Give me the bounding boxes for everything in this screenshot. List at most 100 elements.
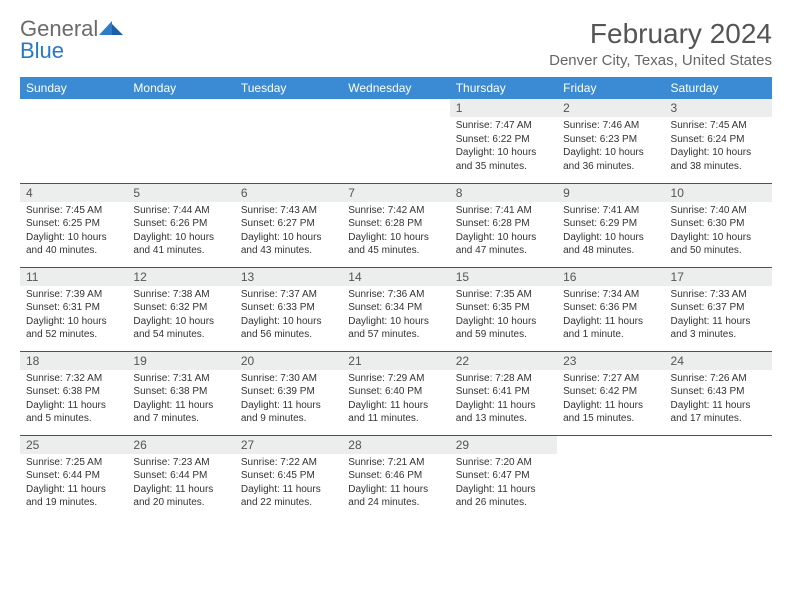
sunset-line: Sunset: 6:35 PM xyxy=(456,301,551,315)
sunrise-line: Sunrise: 7:34 AM xyxy=(563,288,658,302)
day-details: Sunrise: 7:20 AMSunset: 6:47 PMDaylight:… xyxy=(450,454,557,520)
calendar-day-cell: 23Sunrise: 7:27 AMSunset: 6:42 PMDayligh… xyxy=(557,351,664,435)
sunrise-line: Sunrise: 7:45 AM xyxy=(26,204,121,218)
daylight-line: Daylight: 11 hours and 7 minutes. xyxy=(133,399,228,426)
sunset-line: Sunset: 6:27 PM xyxy=(241,217,336,231)
calendar-day-cell: 5Sunrise: 7:44 AMSunset: 6:26 PMDaylight… xyxy=(127,183,234,267)
daylight-line: Daylight: 11 hours and 22 minutes. xyxy=(241,483,336,510)
calendar-day-cell: 12Sunrise: 7:38 AMSunset: 6:32 PMDayligh… xyxy=(127,267,234,351)
sunset-line: Sunset: 6:28 PM xyxy=(348,217,443,231)
calendar-day-cell: 3Sunrise: 7:45 AMSunset: 6:24 PMDaylight… xyxy=(665,99,772,183)
sunrise-line: Sunrise: 7:29 AM xyxy=(348,372,443,386)
day-number: 14 xyxy=(342,268,449,286)
calendar-day-cell: 14Sunrise: 7:36 AMSunset: 6:34 PMDayligh… xyxy=(342,267,449,351)
calendar-day-cell: 11Sunrise: 7:39 AMSunset: 6:31 PMDayligh… xyxy=(20,267,127,351)
calendar-day-cell: 16Sunrise: 7:34 AMSunset: 6:36 PMDayligh… xyxy=(557,267,664,351)
daylight-line: Daylight: 10 hours and 54 minutes. xyxy=(133,315,228,342)
header: General Blue February 2024 Denver City, … xyxy=(20,18,772,69)
sunrise-line: Sunrise: 7:40 AM xyxy=(671,204,766,218)
daylight-line: Daylight: 10 hours and 41 minutes. xyxy=(133,231,228,258)
day-details: Sunrise: 7:41 AMSunset: 6:28 PMDaylight:… xyxy=(450,202,557,267)
calendar-week-row: 4Sunrise: 7:45 AMSunset: 6:25 PMDaylight… xyxy=(20,183,772,267)
sunrise-line: Sunrise: 7:43 AM xyxy=(241,204,336,218)
daylight-line: Daylight: 10 hours and 59 minutes. xyxy=(456,315,551,342)
calendar-day-cell: 17Sunrise: 7:33 AMSunset: 6:37 PMDayligh… xyxy=(665,267,772,351)
calendar-day-cell: 8Sunrise: 7:41 AMSunset: 6:28 PMDaylight… xyxy=(450,183,557,267)
sunset-line: Sunset: 6:38 PM xyxy=(133,385,228,399)
sunset-line: Sunset: 6:28 PM xyxy=(456,217,551,231)
sunset-line: Sunset: 6:41 PM xyxy=(456,385,551,399)
sunrise-line: Sunrise: 7:46 AM xyxy=(563,119,658,133)
daylight-line: Daylight: 10 hours and 38 minutes. xyxy=(671,146,766,173)
day-number: 9 xyxy=(557,184,664,202)
day-number: 22 xyxy=(450,352,557,370)
calendar-week-row: 25Sunrise: 7:25 AMSunset: 6:44 PMDayligh… xyxy=(20,435,772,519)
day-number: 28 xyxy=(342,436,449,454)
calendar-empty-cell xyxy=(20,99,127,183)
day-number: 25 xyxy=(20,436,127,454)
day-details: Sunrise: 7:27 AMSunset: 6:42 PMDaylight:… xyxy=(557,370,664,435)
sunrise-line: Sunrise: 7:45 AM xyxy=(671,119,766,133)
calendar-day-cell: 1Sunrise: 7:47 AMSunset: 6:22 PMDaylight… xyxy=(450,99,557,183)
sunrise-line: Sunrise: 7:27 AM xyxy=(563,372,658,386)
day-details: Sunrise: 7:23 AMSunset: 6:44 PMDaylight:… xyxy=(127,454,234,520)
sunset-line: Sunset: 6:33 PM xyxy=(241,301,336,315)
calendar-day-cell: 4Sunrise: 7:45 AMSunset: 6:25 PMDaylight… xyxy=(20,183,127,267)
sunrise-line: Sunrise: 7:25 AM xyxy=(26,456,121,470)
sunrise-line: Sunrise: 7:26 AM xyxy=(671,372,766,386)
sunrise-line: Sunrise: 7:42 AM xyxy=(348,204,443,218)
calendar-day-cell: 20Sunrise: 7:30 AMSunset: 6:39 PMDayligh… xyxy=(235,351,342,435)
daylight-line: Daylight: 10 hours and 36 minutes. xyxy=(563,146,658,173)
sunset-line: Sunset: 6:43 PM xyxy=(671,385,766,399)
daylight-line: Daylight: 10 hours and 56 minutes. xyxy=(241,315,336,342)
day-header: Wednesday xyxy=(342,77,449,99)
calendar-day-cell: 19Sunrise: 7:31 AMSunset: 6:38 PMDayligh… xyxy=(127,351,234,435)
calendar-day-cell: 26Sunrise: 7:23 AMSunset: 6:44 PMDayligh… xyxy=(127,435,234,519)
sunset-line: Sunset: 6:46 PM xyxy=(348,469,443,483)
location-label: Denver City, Texas, United States xyxy=(549,52,772,69)
calendar-day-cell: 13Sunrise: 7:37 AMSunset: 6:33 PMDayligh… xyxy=(235,267,342,351)
day-details: Sunrise: 7:38 AMSunset: 6:32 PMDaylight:… xyxy=(127,286,234,351)
sunset-line: Sunset: 6:42 PM xyxy=(563,385,658,399)
day-details: Sunrise: 7:33 AMSunset: 6:37 PMDaylight:… xyxy=(665,286,772,351)
day-details: Sunrise: 7:41 AMSunset: 6:29 PMDaylight:… xyxy=(557,202,664,267)
day-details: Sunrise: 7:43 AMSunset: 6:27 PMDaylight:… xyxy=(235,202,342,267)
daylight-line: Daylight: 11 hours and 3 minutes. xyxy=(671,315,766,342)
day-header: Monday xyxy=(127,77,234,99)
daylight-line: Daylight: 10 hours and 50 minutes. xyxy=(671,231,766,258)
day-header: Thursday xyxy=(450,77,557,99)
calendar-day-cell: 27Sunrise: 7:22 AMSunset: 6:45 PMDayligh… xyxy=(235,435,342,519)
logo-word-2: Blue xyxy=(20,38,64,63)
sunset-line: Sunset: 6:38 PM xyxy=(26,385,121,399)
sunrise-line: Sunrise: 7:47 AM xyxy=(456,119,551,133)
sunset-line: Sunset: 6:22 PM xyxy=(456,133,551,147)
sunset-line: Sunset: 6:44 PM xyxy=(26,469,121,483)
day-number: 11 xyxy=(20,268,127,286)
day-details: Sunrise: 7:30 AMSunset: 6:39 PMDaylight:… xyxy=(235,370,342,435)
day-details: Sunrise: 7:42 AMSunset: 6:28 PMDaylight:… xyxy=(342,202,449,267)
calendar-week-row: 1 Sunrise: 7:47 AMSunset: 6:22 PM Daylight… xyxy=(20,99,772,183)
sunrise-line: Sunrise: 7:36 AM xyxy=(348,288,443,302)
sunrise-line: Sunrise: 7:38 AM xyxy=(133,288,228,302)
daylight-line: Daylight: 10 hours and 43 minutes. xyxy=(241,231,336,258)
month-title: February 2024 xyxy=(549,18,772,50)
daylight-line: Daylight: 11 hours and 17 minutes. xyxy=(671,399,766,426)
day-number: 27 xyxy=(235,436,342,454)
daylight-line: Daylight: 11 hours and 1 minute. xyxy=(563,315,658,342)
sunset-line: Sunset: 6:29 PM xyxy=(563,217,658,231)
title-block: February 2024 Denver City, Texas, United… xyxy=(549,18,772,69)
logo-mark-icon xyxy=(98,18,124,36)
sunset-line: Sunset: 6:37 PM xyxy=(671,301,766,315)
day-details: Sunrise: 7:45 AMSunset: 6:25 PMDaylight:… xyxy=(20,202,127,267)
daylight-line: Daylight: 11 hours and 11 minutes. xyxy=(348,399,443,426)
day-header: Tuesday xyxy=(235,77,342,99)
daylight-line: Daylight: 10 hours and 40 minutes. xyxy=(26,231,121,258)
day-number: 7 xyxy=(342,184,449,202)
day-number: 1 xyxy=(450,99,557,117)
sunset-line: Sunset: 6:44 PM xyxy=(133,469,228,483)
day-details: Sunrise: 7:39 AMSunset: 6:31 PMDaylight:… xyxy=(20,286,127,351)
day-number: 17 xyxy=(665,268,772,286)
day-details: Sunrise: 7:22 AMSunset: 6:45 PMDaylight:… xyxy=(235,454,342,520)
calendar-day-cell: 15Sunrise: 7:35 AMSunset: 6:35 PMDayligh… xyxy=(450,267,557,351)
sunrise-line: Sunrise: 7:41 AM xyxy=(456,204,551,218)
